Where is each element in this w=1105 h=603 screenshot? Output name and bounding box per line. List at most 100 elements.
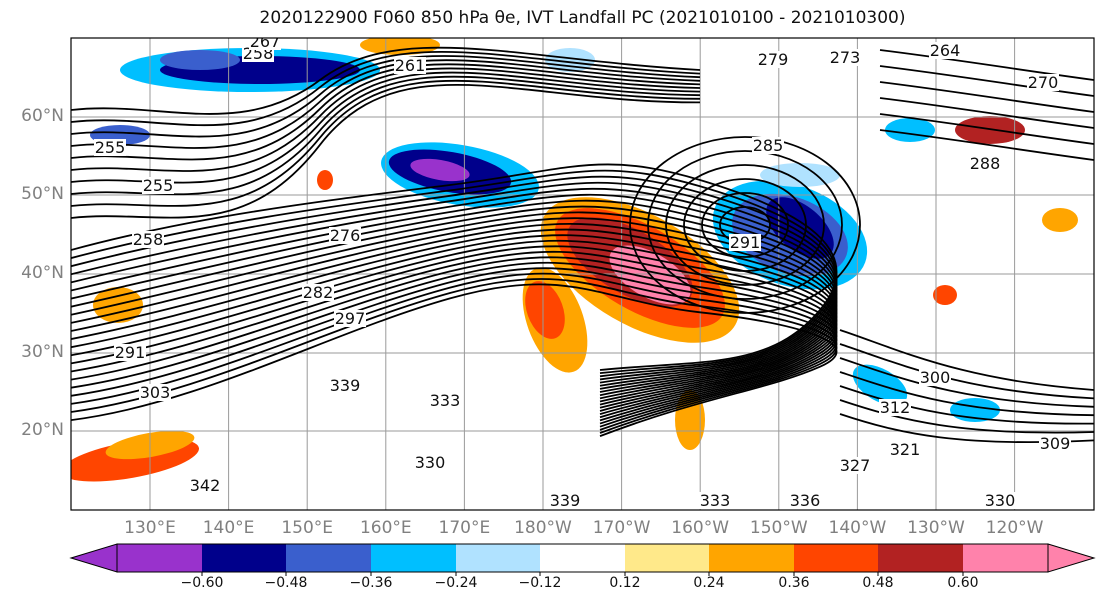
contour-label-bg	[189, 477, 221, 494]
contour-label: 279	[758, 50, 789, 69]
longitude-tick-label: 170°E	[438, 518, 491, 538]
anomaly-shade	[885, 118, 935, 142]
colorbar-segment	[540, 544, 625, 572]
contour-label: 300	[920, 368, 951, 387]
low-pressure-contour	[701, 192, 789, 258]
colorbar-segment	[371, 544, 456, 572]
colorbar-tick-label: 0.24	[693, 575, 725, 591]
colorbar-segment	[286, 544, 371, 572]
colorbar-segment	[963, 544, 1048, 572]
contour-label-bg	[969, 155, 1001, 172]
theta-e-contour	[71, 239, 838, 412]
anomaly-shade	[760, 163, 840, 187]
northern-contour	[71, 46, 701, 115]
contour-label: 255	[143, 176, 174, 195]
theta-e-contour	[71, 228, 838, 406]
eastern-contour	[839, 329, 1094, 391]
anomaly-shade	[525, 281, 565, 339]
anomaly-shade	[1042, 208, 1078, 232]
contour-label-bg	[139, 384, 171, 401]
colorbar-extend-low	[69, 543, 118, 573]
longitude-tick-label: 180°W	[514, 518, 572, 538]
contour-label: 336	[790, 491, 821, 510]
northern-contour	[71, 50, 701, 127]
colorbar-segment	[456, 544, 540, 572]
contour-label-bg	[1027, 74, 1059, 91]
theta-e-contour	[71, 267, 838, 428]
colorbar-tick-label: −0.24	[434, 575, 478, 591]
colorbar-extend-high	[1047, 543, 1096, 573]
northern-contour	[71, 67, 701, 172]
contour-label-bg	[94, 139, 126, 156]
northern-contour	[71, 79, 701, 207]
eastern-contour	[839, 399, 1094, 434]
contour-label-bg	[919, 369, 951, 386]
contour-label: 291	[730, 233, 761, 252]
northern-contour	[71, 63, 701, 161]
graticule	[71, 38, 1094, 510]
colorbar-segment	[625, 544, 709, 572]
contour-label-bg	[889, 441, 921, 458]
northeast-contour	[879, 129, 1094, 161]
colorbar-segment	[878, 544, 963, 572]
northeast-contour	[879, 65, 1094, 97]
theta-e-contour	[71, 187, 838, 384]
contour-label: 327	[840, 456, 871, 475]
contour-label-bg	[394, 57, 426, 74]
northeast-contour	[879, 49, 1094, 81]
low-pressure-contour	[665, 164, 825, 286]
eastern-contour	[839, 385, 1094, 425]
theta-e-contour	[71, 245, 838, 415]
anomaly-shade	[317, 170, 333, 190]
contour-label-bg	[879, 399, 911, 416]
theta-e-contour	[71, 211, 838, 397]
latitude-tick-label: 40°N	[21, 263, 64, 283]
theta-e-contour	[71, 205, 838, 393]
contour-label: 342	[190, 476, 221, 495]
northeast-contour	[879, 113, 1094, 145]
contour-label-bg	[984, 492, 1016, 509]
latitude-tick-label: 20°N	[21, 420, 64, 440]
theta-e-contour	[71, 278, 838, 434]
contour-label: 339	[330, 376, 361, 395]
contour-label: 282	[303, 283, 334, 302]
theta-e-contour	[71, 181, 838, 381]
contour-label-bg	[249, 38, 281, 50]
colorbar-segment	[117, 544, 202, 572]
contour-label: 273	[830, 48, 861, 67]
longitude-tick-label: 160°E	[359, 518, 412, 538]
theta-e-contour	[71, 222, 838, 403]
colorbar-tick-label: −0.12	[518, 575, 562, 591]
contour-label-bg	[839, 457, 871, 474]
colorbar-frame	[116, 543, 1049, 573]
colorbar	[69, 543, 1096, 576]
contour-label-bg	[414, 454, 446, 471]
colorbar-tick-label: 0.12	[609, 575, 641, 591]
latitude-tick-label: 30°N	[21, 342, 64, 362]
contour-label-bg	[789, 492, 821, 509]
chart-title: 2020122900 F060 850 hPa θe, IVT Landfall…	[259, 8, 906, 28]
contour-label: 285	[753, 136, 784, 155]
latitude-tick-label: 50°N	[21, 184, 64, 204]
theta-e-contour	[71, 250, 838, 419]
anomaly-shade	[933, 285, 957, 305]
shading-layer	[71, 38, 1078, 482]
contour-label-bg	[699, 492, 731, 509]
contour-label: 258	[133, 230, 164, 249]
map-frame	[70, 37, 1095, 511]
contour-label: 333	[430, 391, 461, 410]
theta-e-contour	[71, 163, 838, 371]
colorbar-segment	[202, 544, 286, 572]
northeast-contour	[879, 97, 1094, 129]
contour-label-bg	[329, 227, 361, 244]
theta-e-contour	[71, 217, 838, 400]
contour-label: 330	[985, 491, 1016, 510]
contour-label: 255	[95, 138, 126, 157]
anomaly-shade	[360, 38, 440, 55]
northern-contour	[71, 59, 701, 149]
contour-label-bg	[929, 42, 961, 59]
low-pressure-contour	[629, 136, 861, 314]
colorbar-tick-label: 0.60	[947, 575, 979, 591]
contour-label: 267	[250, 32, 281, 51]
